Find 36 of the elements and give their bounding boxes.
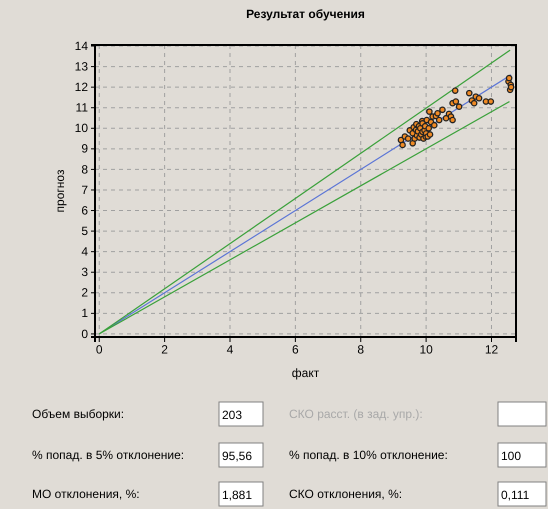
text: СКО расст. (в зад. упр.): [289, 407, 423, 421]
text: % попад. в 10% отклонение: [289, 448, 448, 462]
y-tick-label: 10 [74, 121, 88, 136]
text: % попад. в 5% отклонение: [32, 448, 184, 462]
text: МО отклонения, %: [32, 487, 140, 501]
x-tick-label: 10 [419, 342, 434, 357]
y-tick-label: 4 [81, 244, 88, 258]
y-tick-label: 13 [74, 59, 88, 74]
y-tick-label: 1 [81, 306, 88, 320]
text: 95,56 [222, 449, 252, 463]
text: 100 [501, 449, 522, 463]
y-tick-label: 2 [81, 286, 88, 300]
text: 0,111 [501, 488, 530, 502]
y-tick-label: 8 [81, 162, 88, 176]
x-tick-label: 8 [357, 342, 364, 357]
y-tick-label: 6 [81, 203, 88, 218]
x-axis-title: факт [292, 366, 320, 380]
x-tick-label: 4 [226, 342, 234, 357]
text: 203 [222, 408, 242, 422]
x-tick-label: 2 [161, 342, 168, 357]
y-tick-label: 12 [74, 80, 88, 94]
text: СКО отклонения, %: [289, 487, 402, 501]
text: 1,881 [222, 488, 252, 502]
y-tick-label: 11 [76, 100, 88, 115]
y-tick-label: 3 [81, 265, 88, 280]
y-tick-label: 14 [74, 38, 88, 53]
y-tick-label: 9 [81, 142, 88, 156]
y-tick-label: 0 [81, 326, 88, 341]
y-axis-title: прогноз [53, 169, 67, 212]
x-tick-label: 12 [484, 342, 498, 357]
x-tick-label: 0 [96, 342, 103, 357]
chart-title: Результат обучения [246, 7, 365, 21]
y-tick-label: 5 [81, 224, 88, 238]
text: Объем выборки: [32, 407, 124, 421]
x-tick-label: 6 [292, 342, 300, 357]
y-tick-label: 7 [81, 182, 88, 197]
